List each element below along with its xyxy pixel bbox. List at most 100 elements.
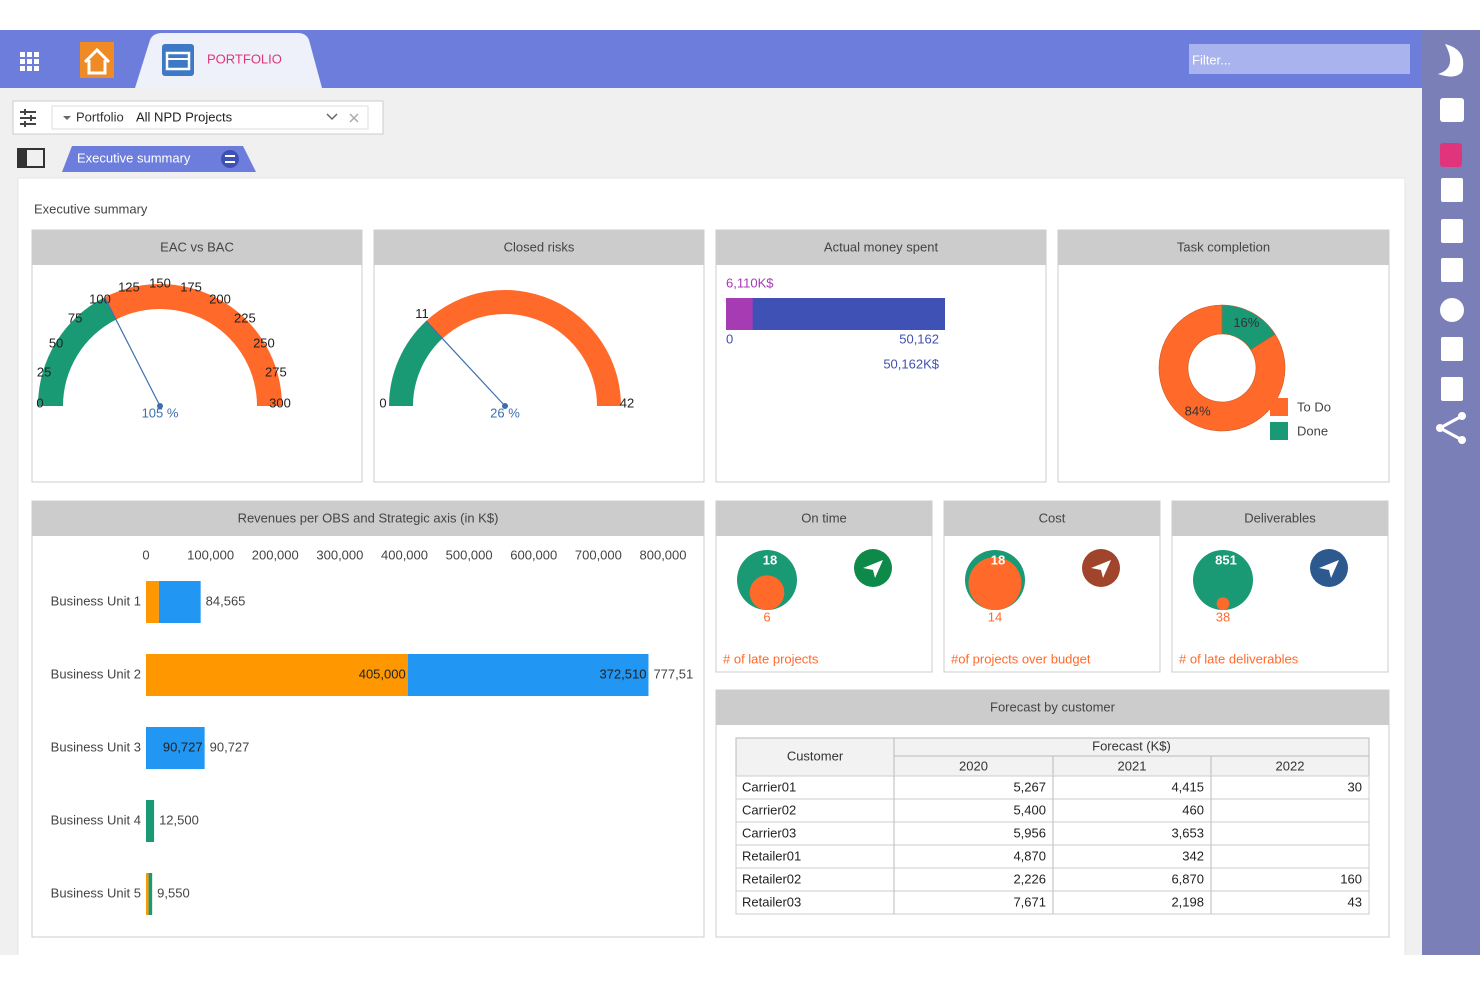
portfolio-icon: [162, 44, 194, 76]
segment-label: 90,727: [163, 739, 203, 754]
category-label: Business Unit 3: [51, 739, 141, 754]
gauge-rest-arc: [104, 284, 282, 406]
cell-value: 342: [1182, 848, 1204, 863]
bar-segment: [146, 873, 149, 915]
widget: [715, 229, 1047, 483]
cell-value: 7,671: [1013, 894, 1046, 909]
row-label: Carrier02: [742, 802, 796, 817]
view-tab[interactable]: [62, 146, 256, 172]
widget-title: Actual money spent: [824, 239, 939, 254]
x-tick-label: 400,000: [381, 547, 428, 562]
segment-label: 372,510: [599, 666, 646, 681]
widget-title: Cost: [1039, 510, 1066, 525]
legend-label: To Do: [1297, 399, 1331, 414]
gauge-label: 105 %: [142, 405, 179, 420]
widget-title: Task completion: [1177, 239, 1270, 254]
total-bar: [726, 298, 945, 330]
category-label: Business Unit 1: [51, 593, 141, 608]
donut-slice: [1158, 304, 1286, 432]
legend-swatch: [1270, 398, 1288, 416]
cell-value: 6,870: [1171, 871, 1204, 886]
gauge-tick-label: 150: [149, 275, 171, 290]
panel-toggle[interactable]: [17, 148, 45, 168]
bar-segment: [146, 654, 408, 696]
gauge-tick-label: 125: [118, 280, 140, 295]
kpi-bubble: [1193, 550, 1253, 610]
kpi-value: 851: [1215, 552, 1237, 567]
total-label: 50,162K$: [883, 356, 939, 371]
cell-value: 5,400: [1013, 802, 1046, 817]
clear-icon[interactable]: [349, 113, 359, 123]
gauge-pivot: [502, 403, 508, 409]
widget-header: [1172, 501, 1388, 536]
gauge-tick-label: 50: [49, 335, 63, 350]
header-year: 2021: [1118, 758, 1147, 773]
donut-slice: [1221, 304, 1276, 351]
kpi-value: 18: [991, 552, 1005, 567]
total-label: 90,727: [210, 739, 250, 754]
widget-header: [32, 230, 362, 265]
category-label: Business Unit 4: [51, 812, 141, 827]
cell-value: 3,653: [1171, 825, 1204, 840]
view-menu-icon[interactable]: [221, 150, 239, 168]
kpi-sub-value: 38: [1216, 609, 1230, 624]
x-tick-label: 700,000: [575, 547, 622, 562]
x-tick-label: 500,000: [446, 547, 493, 562]
kpi-sub-bubble: [968, 557, 1022, 610]
filter-placeholder: Filter...: [1192, 52, 1231, 67]
gauge-pivot: [157, 403, 163, 409]
apps-icon[interactable]: [20, 52, 39, 71]
bar-segment: [146, 727, 205, 769]
header-customer: Customer: [787, 748, 844, 763]
kpi-trend-arrow: [1091, 560, 1111, 578]
kpi-sub-bubble: [1216, 597, 1230, 610]
view-tab-label[interactable]: Executive summary: [77, 150, 191, 165]
cell-value: 43: [1348, 894, 1362, 909]
gauge-tick-label: 25: [37, 364, 51, 379]
gauge-tick-label: 250: [253, 335, 275, 350]
header-group: Forecast (K$): [1092, 738, 1171, 753]
widget-header: [1058, 230, 1389, 265]
gauge-tick-label: 100: [89, 292, 111, 307]
gauge-rest-arc: [426, 289, 621, 406]
widget: [31, 500, 705, 938]
portfolio-select[interactable]: [51, 105, 369, 130]
tab-label[interactable]: PORTFOLIO: [207, 51, 282, 66]
bar-segment: [146, 800, 155, 842]
total-label: 9,550: [157, 885, 190, 900]
kpi-trend-arrow: [863, 560, 883, 578]
cell-value: 4,870: [1013, 848, 1046, 863]
progress-tick-label: 50,162: [899, 331, 939, 346]
gauge-tick-label: 0: [36, 395, 43, 410]
widget-title: Forecast by customer: [990, 699, 1116, 714]
gauge-label: 26 %: [490, 405, 520, 420]
x-tick-label: 800,000: [640, 547, 687, 562]
row-label: Carrier01: [742, 779, 796, 794]
page-title: Executive summary: [34, 201, 148, 216]
dropdown-arrow[interactable]: [326, 113, 338, 121]
sidebar-icons[interactable]: [1436, 44, 1466, 444]
slice-label: 16%: [1233, 315, 1259, 330]
widget: [31, 229, 363, 483]
x-tick-label: 200,000: [252, 547, 299, 562]
total-label: 84,565: [206, 593, 246, 608]
widget-header: [374, 230, 704, 265]
cell-value: 30: [1348, 779, 1362, 794]
cell-value: 2,226: [1013, 871, 1046, 886]
home-icon[interactable]: [80, 42, 114, 78]
cell-value: 160: [1340, 871, 1362, 886]
kpi-caption: # of late deliverables: [1179, 651, 1299, 666]
gauge-tick-label: 175: [180, 280, 202, 295]
category-label: Business Unit 5: [51, 885, 141, 900]
settings-icon[interactable]: [20, 109, 36, 127]
spent-label: 6,110K$: [726, 275, 774, 290]
widget-title: On time: [801, 510, 847, 525]
row-label: Retailer01: [742, 848, 801, 863]
filter-input[interactable]: [1189, 44, 1410, 74]
cell-value: 460: [1182, 802, 1204, 817]
bar-segment: [146, 581, 159, 623]
widget-header: [716, 501, 932, 536]
gauge-tick-label: 225: [234, 311, 256, 326]
